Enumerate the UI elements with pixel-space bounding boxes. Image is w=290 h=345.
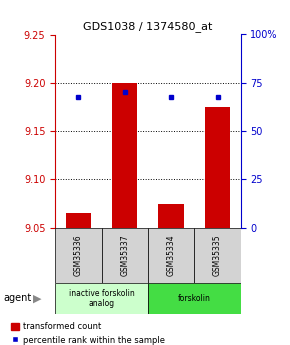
Bar (55, 228, 102, 283)
Text: GSM35336: GSM35336 (74, 235, 83, 276)
Text: ▶: ▶ (33, 294, 42, 303)
Bar (66, 213, 91, 228)
Text: GSM35334: GSM35334 (166, 235, 176, 276)
Title: GDS1038 / 1374580_at: GDS1038 / 1374580_at (83, 21, 213, 32)
Bar (148, 228, 194, 283)
Bar (158, 204, 184, 228)
Text: GSM35337: GSM35337 (120, 235, 129, 276)
Text: GSM35335: GSM35335 (213, 235, 222, 276)
Bar (112, 83, 137, 228)
Bar (194, 228, 241, 283)
Bar (148, 283, 241, 314)
Text: forskolin: forskolin (178, 294, 211, 303)
Text: inactive forskolin
analog: inactive forskolin analog (69, 289, 134, 308)
Bar (55, 283, 148, 314)
Legend: transformed count, percentile rank within the sample: transformed count, percentile rank withi… (10, 322, 166, 345)
Text: agent: agent (3, 294, 31, 303)
Bar (102, 228, 148, 283)
Bar (205, 107, 230, 228)
